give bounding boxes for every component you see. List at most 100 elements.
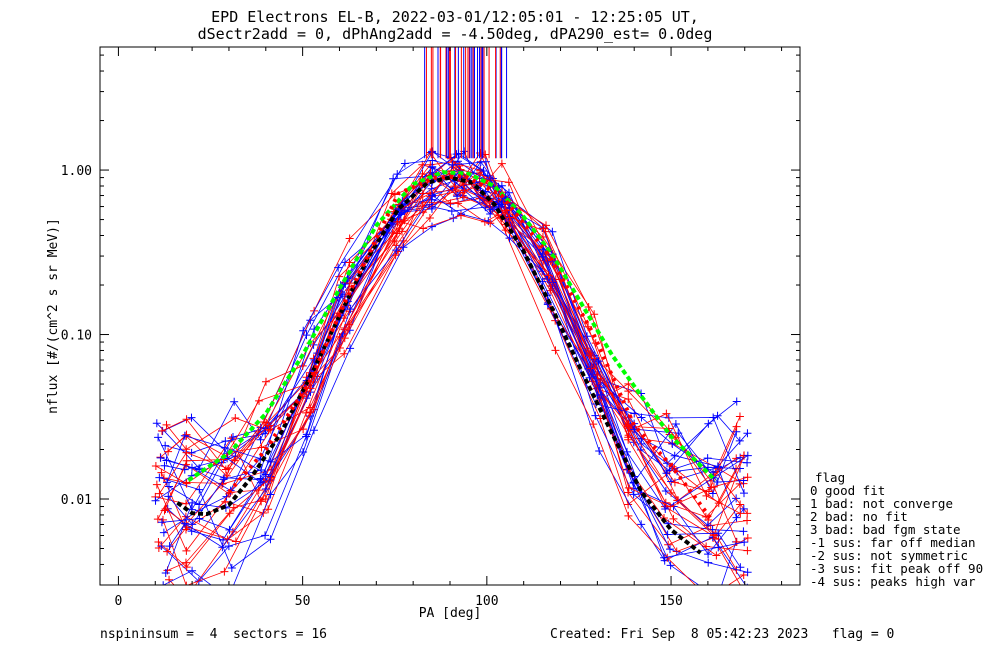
data-point — [460, 186, 469, 195]
legend-entry: -1 sus: far off median — [810, 535, 976, 550]
data-point — [426, 192, 435, 201]
data-point — [428, 191, 437, 200]
data-point — [218, 543, 227, 552]
footer-created: Created: Fri Sep 8 05:42:23 2023 flag = … — [550, 627, 895, 642]
data-point — [160, 461, 169, 470]
x-tick-label: 50 — [295, 594, 311, 609]
data-point — [231, 414, 240, 423]
data-point — [486, 210, 495, 219]
x-tick-label: 100 — [475, 594, 498, 609]
data-point — [497, 159, 506, 168]
data-point — [182, 479, 191, 488]
data-point — [163, 547, 172, 556]
data-point — [624, 483, 633, 492]
data-point — [224, 542, 233, 551]
data-point — [425, 213, 434, 222]
data-point — [428, 156, 437, 165]
data-point — [255, 396, 264, 405]
data-point — [161, 441, 170, 450]
data-point — [180, 431, 189, 440]
fit-curve-green — [187, 170, 717, 482]
data-point — [334, 263, 343, 272]
data-point — [665, 545, 674, 554]
data-point — [393, 170, 402, 179]
data-point — [266, 457, 275, 466]
data-point — [340, 349, 349, 358]
data-point — [257, 497, 266, 506]
data-point — [187, 413, 196, 422]
data-point — [551, 346, 560, 355]
data-point — [732, 422, 741, 431]
data-point — [160, 506, 169, 515]
data-point — [162, 420, 171, 429]
data-point — [299, 448, 308, 457]
data-point — [392, 246, 401, 255]
data-point — [345, 258, 354, 267]
data-point — [152, 419, 161, 428]
data-point — [346, 344, 355, 353]
data-point — [225, 509, 234, 518]
data-point — [165, 542, 174, 551]
data-point — [182, 563, 191, 572]
data-point — [739, 527, 748, 536]
data-point — [481, 198, 490, 207]
data-point — [225, 525, 234, 534]
data-point — [182, 430, 191, 439]
data-point — [428, 148, 437, 157]
data-point — [671, 419, 680, 428]
data-point — [418, 189, 427, 198]
data-point — [153, 515, 162, 524]
data-point — [743, 516, 752, 525]
legend-entry: -3 sus: fit peak off 90 — [810, 561, 983, 576]
data-point — [157, 468, 166, 477]
data-point — [164, 482, 173, 491]
data-point — [224, 594, 232, 602]
data-point — [739, 586, 747, 594]
data-point — [661, 505, 670, 514]
data-point — [181, 558, 190, 567]
median-curve — [227, 173, 714, 521]
data-point — [709, 531, 718, 540]
data-point — [228, 527, 237, 536]
data-point — [705, 594, 713, 602]
data-point — [708, 489, 717, 498]
data-point — [259, 417, 268, 426]
data-point — [228, 432, 237, 441]
chart-subtitle: dSectr2add = 0, dPhAng2add = -4.50deg, d… — [198, 25, 713, 43]
data-point — [220, 567, 229, 576]
data-point — [261, 485, 270, 494]
spectrum-trace — [165, 173, 741, 574]
data-point — [256, 465, 265, 474]
spectrum-trace — [169, 152, 745, 559]
data-point — [182, 415, 191, 424]
data-point — [670, 451, 679, 460]
data-point — [736, 509, 745, 518]
data-point — [154, 433, 163, 442]
data-traces — [151, 147, 752, 602]
data-point — [180, 519, 189, 528]
data-point — [663, 530, 672, 539]
y-tick-label: 1.00 — [61, 164, 92, 179]
data-point — [476, 168, 485, 177]
data-point — [428, 169, 437, 178]
data-point — [164, 447, 173, 456]
data-point — [459, 193, 468, 202]
data-point — [309, 426, 318, 435]
data-point — [501, 206, 510, 215]
data-point — [396, 217, 405, 226]
data-point — [743, 429, 752, 438]
y-tick-label: 0.01 — [61, 493, 92, 508]
legend-entry: -2 sus: not symmetric — [810, 548, 968, 563]
data-point — [182, 448, 191, 457]
x-tick-label: 150 — [659, 594, 682, 609]
spectrum-trace — [158, 164, 741, 585]
y-axis-label: nflux [#/(cm^2 s sr MeV)] — [46, 218, 61, 414]
data-point — [544, 271, 553, 280]
chart-title: EPD Electrons EL-B, 2022-03-01/12:05:01 … — [211, 8, 699, 26]
data-point — [256, 435, 265, 444]
data-point — [479, 166, 488, 175]
data-point — [164, 492, 173, 501]
data-point — [713, 594, 721, 602]
data-point — [593, 371, 602, 380]
